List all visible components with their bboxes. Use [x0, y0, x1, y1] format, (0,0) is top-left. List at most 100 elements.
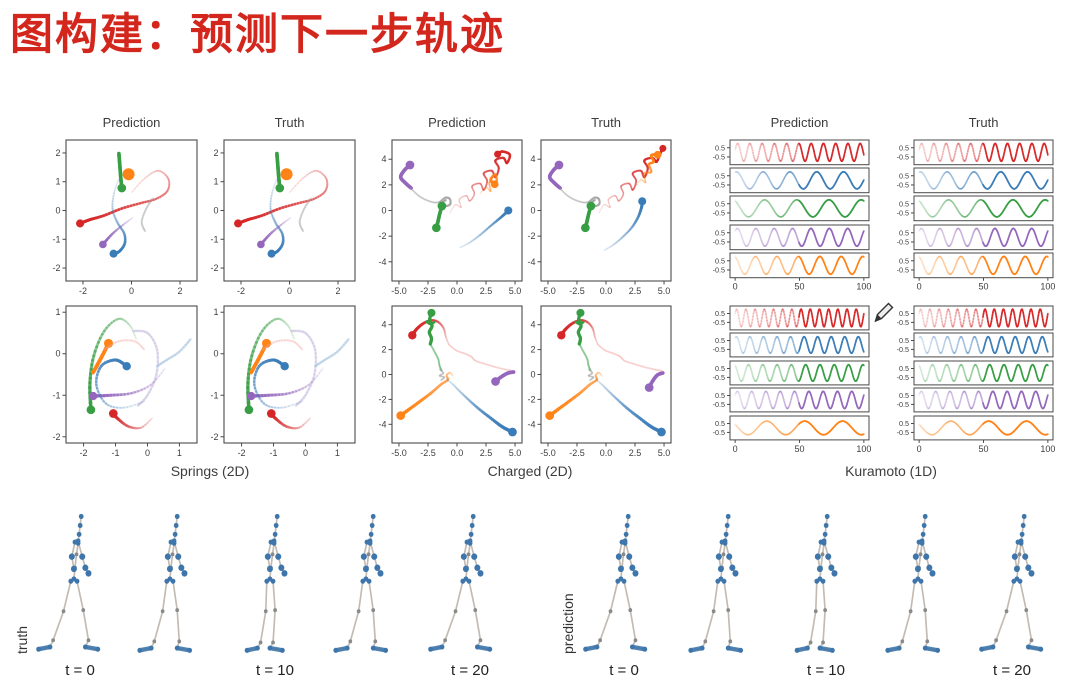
svg-text:-4: -4	[527, 257, 535, 267]
truth-skeleton-figure-3	[244, 513, 288, 653]
svg-text:2.5: 2.5	[629, 448, 642, 458]
svg-text:-0.5: -0.5	[713, 209, 725, 218]
svg-text:2: 2	[213, 148, 218, 158]
svg-text:-2: -2	[527, 231, 535, 241]
svg-text:-4: -4	[527, 419, 535, 429]
svg-text:0: 0	[381, 370, 386, 380]
svg-text:1: 1	[213, 177, 218, 187]
springs-prediction-row2-plot: 1 0 -1 -2 -2 -1 0 1	[52, 305, 198, 458]
prediction-skeleton-figure-5	[979, 513, 1044, 652]
svg-text:-2: -2	[210, 432, 218, 442]
svg-text:-2: -2	[52, 263, 60, 273]
kuramoto-prediction-row1-strip-red: 0.5-0.5	[713, 139, 870, 166]
svg-text:100: 100	[856, 281, 871, 291]
svg-text:-2: -2	[378, 231, 386, 241]
svg-text:-2: -2	[79, 286, 87, 296]
prediction-skeleton-figure-3	[794, 513, 838, 653]
svg-text:-2: -2	[378, 394, 386, 404]
svg-text:-0.5: -0.5	[713, 265, 725, 274]
svg-text:-2: -2	[527, 394, 535, 404]
svg-text:0: 0	[213, 206, 218, 216]
svg-text:0.5: 0.5	[899, 172, 909, 181]
svg-text:0.5: 0.5	[899, 200, 909, 209]
kuramoto-prediction-row2-strip-blue: 0.5-0.5	[713, 332, 870, 358]
prediction-skeleton-figure-1	[583, 513, 648, 652]
kuramoto-prediction-row2-strip-purple: 0.5-0.5	[713, 387, 870, 413]
svg-text:-0.5: -0.5	[713, 373, 725, 382]
svg-text:-5.0: -5.0	[540, 286, 556, 296]
kuramoto-prediction-row1-strip-blue: 0.5-0.5	[713, 167, 870, 194]
svg-text:0.5: 0.5	[715, 364, 725, 373]
svg-text:0: 0	[530, 206, 535, 216]
svg-text:5.0: 5.0	[509, 448, 522, 458]
svg-text:-5.0: -5.0	[391, 286, 407, 296]
svg-text:0.5: 0.5	[899, 256, 909, 265]
svg-text:5.0: 5.0	[658, 448, 671, 458]
svg-text:-2.5: -2.5	[420, 448, 436, 458]
svg-text:2: 2	[336, 286, 341, 296]
svg-text:0: 0	[733, 281, 738, 291]
svg-text:0: 0	[530, 370, 535, 380]
svg-text:2: 2	[530, 180, 535, 190]
prediction-time-label-1: t = 10	[807, 662, 845, 679]
kuramoto-truth-row2-strip-green: 0.5-0.5	[897, 360, 1054, 386]
svg-text:2: 2	[178, 286, 183, 296]
springs-truth-row1-plot: 2 1 0 -1 -2 -2 0 2	[210, 139, 356, 296]
svg-text:0.5: 0.5	[715, 309, 725, 318]
kuramoto-column-title-truth: Truth	[968, 115, 999, 130]
charged-group-label: Charged (2D)	[487, 463, 573, 479]
svg-text:-0.5: -0.5	[713, 181, 725, 190]
prediction-time-label-0: t = 0	[609, 662, 639, 679]
svg-text:-0.5: -0.5	[897, 237, 909, 246]
svg-text:2.5: 2.5	[480, 286, 493, 296]
svg-text:-0.5: -0.5	[897, 209, 909, 218]
springs-column-title-prediction: Prediction	[102, 115, 161, 130]
charged-prediction-row2-plot: 4 2 0 -2 -4 -5.0 -2.5 0.0 2.5 5.0	[378, 305, 523, 458]
svg-text:2.5: 2.5	[480, 448, 493, 458]
svg-text:0: 0	[287, 286, 292, 296]
springs-group-label: Springs (2D)	[170, 463, 250, 479]
svg-text:-0.5: -0.5	[713, 345, 725, 354]
svg-text:-1: -1	[52, 390, 60, 400]
svg-text:0.5: 0.5	[715, 143, 725, 152]
svg-text:5.0: 5.0	[658, 286, 671, 296]
svg-text:100: 100	[1040, 281, 1055, 291]
springs-prediction-row1-plot: 2 1 0 -1 -2 -2 0 2	[52, 139, 198, 296]
truth-skeleton-figure-4	[333, 513, 389, 653]
truth-time-label-2: t = 20	[451, 662, 489, 679]
svg-text:5.0: 5.0	[509, 286, 522, 296]
svg-text:-2.5: -2.5	[569, 448, 585, 458]
svg-text:0: 0	[55, 349, 60, 359]
charged-column-title-prediction: Prediction	[428, 115, 486, 130]
svg-text:-0.5: -0.5	[713, 153, 725, 162]
kuramoto-column-title-prediction: Prediction	[770, 115, 829, 130]
kuramoto-truth-row1-strip-blue: 0.5-0.5	[897, 167, 1054, 194]
kuramoto-truth-row1-strip-purple: 0.5-0.5	[897, 224, 1054, 250]
svg-text:4: 4	[530, 320, 535, 330]
svg-text:4: 4	[381, 154, 386, 164]
page-title: 图构建：预测下一步轨迹	[10, 11, 505, 59]
svg-text:50: 50	[978, 281, 988, 291]
svg-text:1: 1	[177, 448, 182, 458]
kuramoto-truth-row2-strip-blue: 0.5-0.5	[897, 332, 1054, 358]
charged-column-title-truth: Truth	[591, 115, 621, 130]
svg-text:2: 2	[381, 180, 386, 190]
svg-text:-0.5: -0.5	[897, 181, 909, 190]
kuramoto-truth-row1-strip-green: 0.5-0.5	[897, 195, 1054, 222]
pen-cursor-icon	[874, 302, 894, 323]
svg-text:4: 4	[530, 154, 535, 164]
svg-text:0: 0	[303, 448, 308, 458]
svg-text:1: 1	[55, 177, 60, 187]
svg-text:-2.5: -2.5	[420, 286, 436, 296]
svg-text:0.5: 0.5	[715, 256, 725, 265]
kuramoto-truth-row2-strip-purple: 0.5-0.5	[897, 387, 1054, 413]
truth-time-label-0: t = 0	[65, 662, 95, 679]
svg-text:0: 0	[145, 448, 150, 458]
kuramoto-prediction-row1-strip-purple: 0.5-0.5	[713, 224, 870, 250]
prediction-skeleton-figure-4	[885, 513, 941, 653]
kuramoto-prediction-row2-strip-red: 0.5-0.5	[713, 305, 870, 331]
truth-skeleton-figure-2	[137, 513, 193, 653]
svg-text:0: 0	[917, 281, 922, 291]
svg-text:-2: -2	[80, 448, 88, 458]
svg-text:-4: -4	[378, 419, 386, 429]
